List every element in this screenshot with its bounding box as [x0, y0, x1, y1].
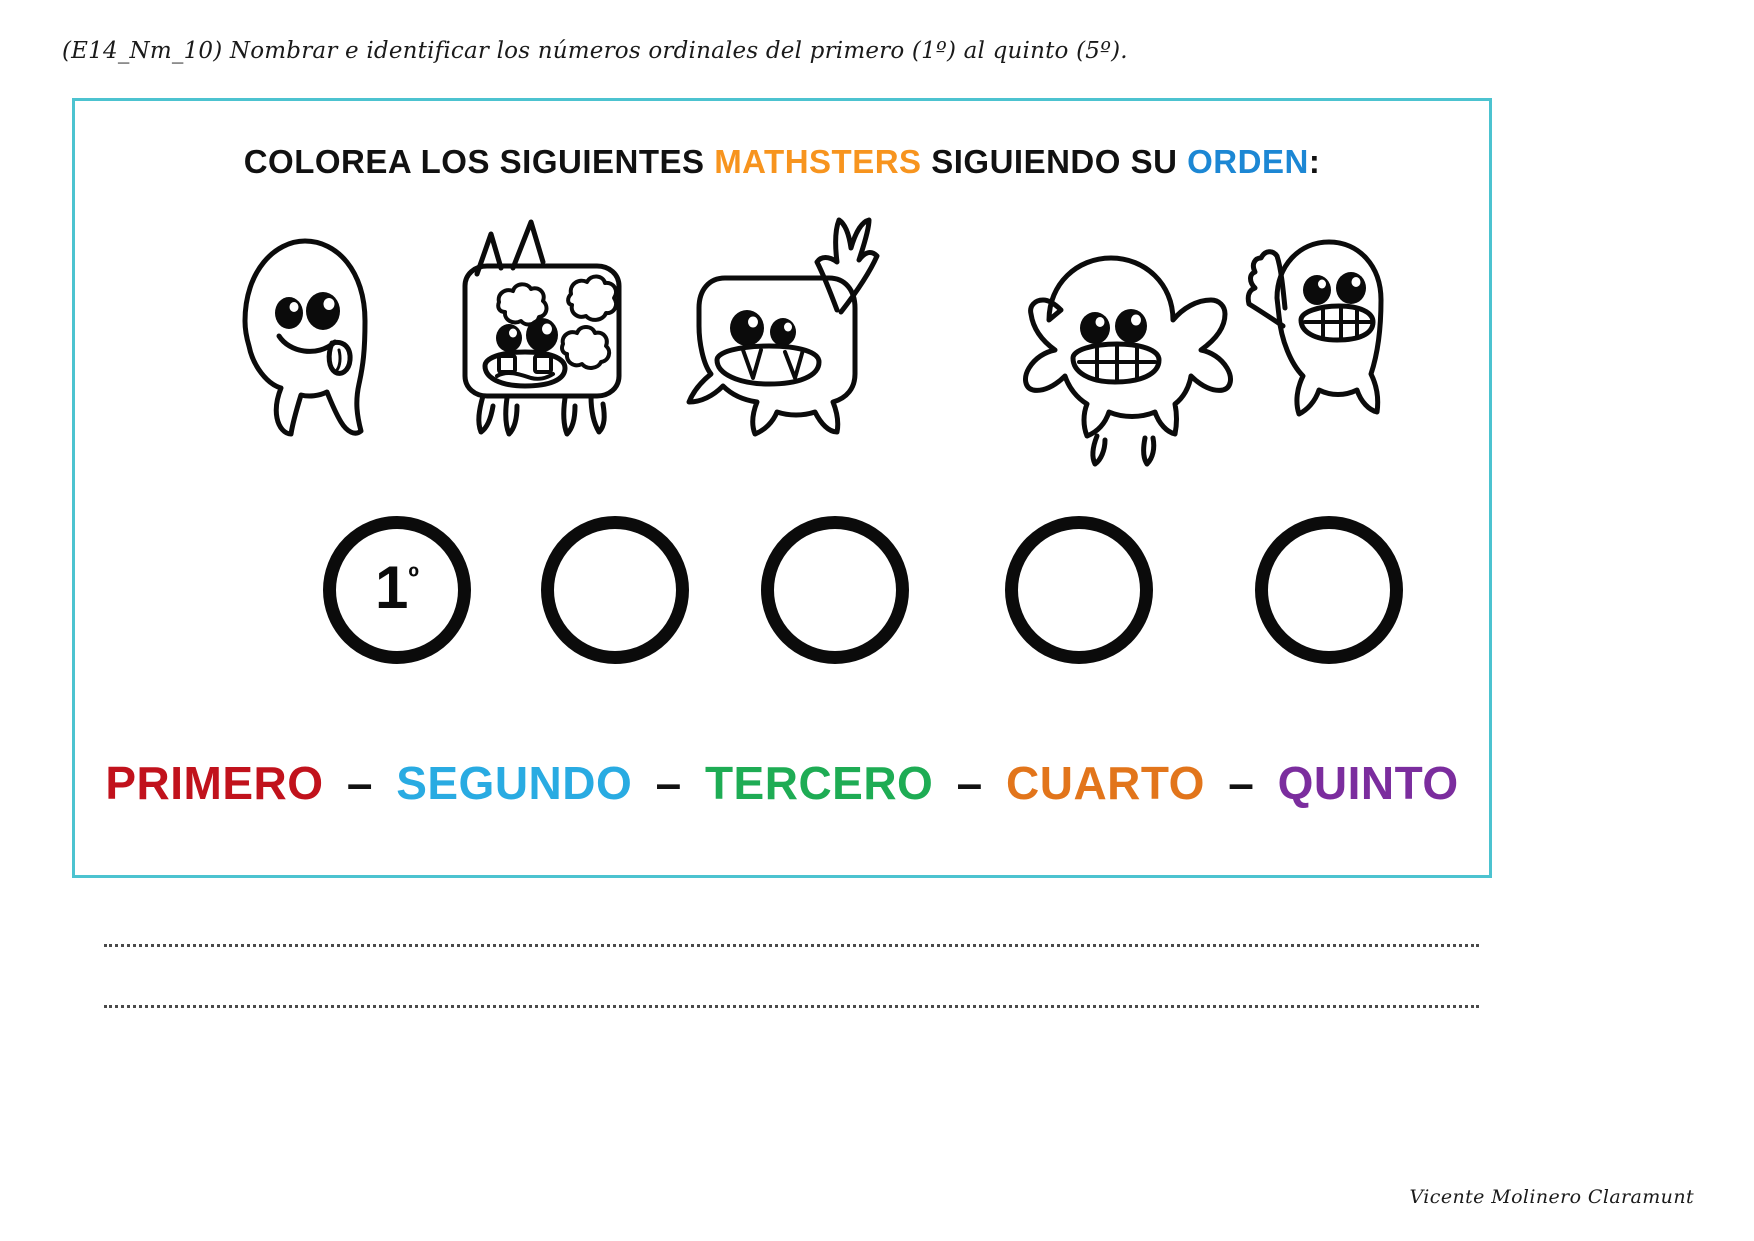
ordinal-words-row: PRIMERO – SEGUNDO – TERCERO – CUARTO – Q…: [75, 756, 1489, 810]
worksheet-objective-code: (E14_Nm_10) Nombrar e identificar los nú…: [62, 38, 1128, 64]
instruction-part-1: COLOREA LOS SIGUIENTES: [243, 143, 715, 180]
monster-1-blob-monster-tongue: [205, 216, 405, 466]
author-signature: Vicente Molinero Claramunt: [1409, 1186, 1694, 1208]
monster-3-fang-monster-waving-arm: [665, 216, 945, 476]
ordinal-word-primero: PRIMERO: [105, 757, 324, 809]
instruction-part-2: SIGUIENDO SU: [921, 143, 1188, 180]
word-separator-3: –: [956, 757, 983, 809]
ordinal-circle-1-label: 1º: [375, 554, 419, 621]
monster-4-round-monster-long-arms: [945, 216, 1265, 467]
answer-line-1[interactable]: [104, 944, 1479, 947]
instruction-text: COLOREA LOS SIGUIENTES MATHSTERS SIGUIEN…: [75, 143, 1489, 181]
monster-5-small-monster-raised-claw: [1225, 216, 1425, 466]
ordinal-word-quinto: QUINTO: [1277, 757, 1459, 809]
ordinal-circle-1[interactable]: 1º: [323, 516, 471, 664]
activity-box: COLOREA LOS SIGUIENTES MATHSTERS SIGUIEN…: [72, 98, 1492, 878]
ordinal-word-tercero: TERCERO: [704, 757, 934, 809]
word-separator-4: –: [1228, 757, 1255, 809]
monster-2-square-monster-spikes: [435, 216, 645, 466]
monsters-row: [205, 216, 1384, 506]
ordinal-word-segundo: SEGUNDO: [396, 757, 633, 809]
ordinal-circles-row: 1º: [205, 516, 1495, 676]
answer-line-2[interactable]: [104, 1005, 1479, 1008]
ordinal-circle-5[interactable]: [1255, 516, 1403, 664]
word-separator-1: –: [346, 757, 373, 809]
ordinal-circle-2[interactable]: [541, 516, 689, 664]
instruction-part-3: :: [1308, 143, 1321, 180]
ordinal-circle-4[interactable]: [1005, 516, 1153, 664]
instruction-highlight-orden: ORDEN: [1187, 143, 1309, 180]
word-separator-2: –: [655, 757, 682, 809]
instruction-highlight-mathsters: MATHSTERS: [714, 143, 922, 180]
ordinal-word-cuarto: CUARTO: [1006, 757, 1205, 809]
ordinal-circle-3[interactable]: [761, 516, 909, 664]
